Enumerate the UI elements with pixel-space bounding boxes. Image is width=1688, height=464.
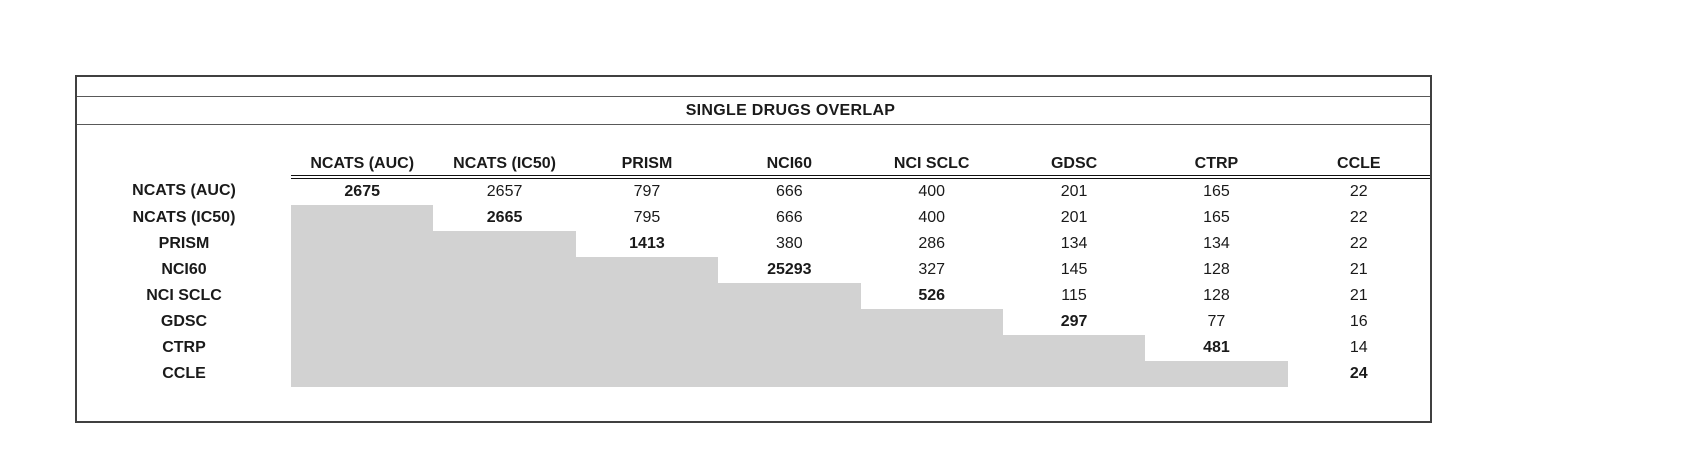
value-cell: 165 bbox=[1203, 183, 1230, 200]
shaded-cell bbox=[575, 309, 719, 335]
value-cell: 400 bbox=[918, 183, 946, 200]
value-cell: 21 bbox=[1349, 287, 1368, 304]
shaded-cell bbox=[718, 283, 861, 309]
row-label-8: CCLE bbox=[162, 365, 206, 382]
value-cell: 24 bbox=[1349, 365, 1368, 382]
shaded-cell bbox=[860, 335, 1003, 361]
overlap-matrix-table: NCATS (AUC) NCATS (IC50) PRISM NCI60 NCI SCL… bbox=[77, 125, 1430, 387]
shaded-cell bbox=[575, 361, 719, 387]
value-cell: 2665 bbox=[486, 209, 523, 226]
value-cell: 134 bbox=[1060, 235, 1088, 252]
matrix-row-4: NCI60 25293 327 145 128 21 bbox=[77, 257, 1430, 283]
value-cell: 16 bbox=[1349, 313, 1368, 330]
shaded-cell bbox=[1002, 335, 1146, 361]
shaded-cell bbox=[433, 309, 576, 335]
value-cell: 201 bbox=[1060, 183, 1088, 200]
value-cell: 21 bbox=[1349, 261, 1368, 278]
shaded-cell bbox=[575, 257, 719, 283]
shaded-cell bbox=[718, 335, 861, 361]
title-band: SINGLE DRUGS OVERLAP bbox=[77, 97, 1430, 125]
shaded-cell bbox=[1145, 361, 1288, 387]
value-cell: 380 bbox=[775, 235, 803, 252]
shaded-cell bbox=[291, 309, 434, 335]
value-cell: 481 bbox=[1203, 339, 1230, 356]
value-cell: 134 bbox=[1203, 235, 1230, 252]
column-header-3: PRISM bbox=[575, 125, 719, 179]
row-label-2: NCATS (IC50) bbox=[132, 209, 236, 226]
value-cell: 22 bbox=[1349, 235, 1368, 252]
value-cell: 286 bbox=[918, 235, 946, 252]
matrix-row-8: CCLE 24 bbox=[77, 361, 1430, 387]
column-header-4: NCI60 bbox=[718, 125, 861, 179]
shaded-cell bbox=[291, 283, 434, 309]
shaded-cell bbox=[291, 205, 434, 231]
single-drugs-overlap-table: SINGLE DRUGS OVERLAP NCATS (AUC) NCATS (I… bbox=[75, 75, 1432, 423]
value-cell: 297 bbox=[1060, 313, 1088, 330]
shaded-cell bbox=[433, 283, 576, 309]
table-title: SINGLE DRUGS OVERLAP bbox=[685, 101, 896, 119]
column-header-5: NCI SCLC bbox=[860, 125, 1003, 179]
value-cell: 145 bbox=[1060, 261, 1088, 278]
shaded-cell bbox=[1002, 361, 1146, 387]
matrix-row-2: NCATS (IC50) 2665 795 666 400 201 165 22 bbox=[77, 205, 1430, 231]
matrix-row-6: GDSC 297 77 16 bbox=[77, 309, 1430, 335]
shaded-cell bbox=[291, 257, 434, 283]
value-cell: 165 bbox=[1203, 209, 1230, 226]
matrix-row-1: NCATS (AUC) 2675 2657 797 666 400 201 165 22 bbox=[77, 177, 1430, 205]
value-cell: 526 bbox=[918, 287, 946, 304]
row-label-7: CTRP bbox=[162, 339, 206, 356]
value-cell: 128 bbox=[1203, 287, 1230, 304]
value-cell: 201 bbox=[1060, 209, 1088, 226]
value-cell: 25293 bbox=[767, 261, 812, 278]
shaded-cell bbox=[860, 309, 1003, 335]
value-cell: 666 bbox=[775, 183, 803, 200]
column-header-7: CTRP bbox=[1145, 125, 1288, 179]
shaded-cell bbox=[291, 361, 434, 387]
value-cell: 1413 bbox=[629, 235, 665, 252]
value-cell: 115 bbox=[1061, 287, 1087, 304]
value-cell: 2657 bbox=[486, 183, 523, 200]
value-cell: 77 bbox=[1207, 313, 1226, 330]
matrix-row-3: PRISM 1413 380 286 134 134 22 bbox=[77, 231, 1430, 257]
row-label-5: NCI SCLC bbox=[146, 287, 222, 304]
shaded-cell bbox=[291, 231, 434, 257]
matrix-header-row: NCATS (AUC) NCATS (IC50) PRISM NCI60 NCI SCL… bbox=[77, 125, 1430, 179]
column-header-6: GDSC bbox=[1002, 125, 1146, 179]
shaded-cell bbox=[575, 335, 719, 361]
column-header-2: NCATS (IC50) bbox=[433, 125, 576, 179]
value-cell: 797 bbox=[633, 183, 661, 200]
row-label-6: GDSC bbox=[160, 313, 208, 330]
value-cell: 327 bbox=[918, 261, 946, 278]
column-header-8: CCLE bbox=[1287, 125, 1430, 179]
shaded-cell bbox=[291, 335, 434, 361]
shaded-cell bbox=[433, 257, 576, 283]
shaded-cell bbox=[433, 335, 576, 361]
shaded-cell bbox=[718, 361, 861, 387]
value-cell: 14 bbox=[1349, 339, 1368, 356]
top-empty-band bbox=[77, 77, 1430, 97]
value-cell: 22 bbox=[1349, 209, 1368, 226]
row-label-4: NCI60 bbox=[161, 261, 207, 278]
shaded-cell bbox=[860, 361, 1003, 387]
shaded-cell bbox=[575, 283, 719, 309]
matrix-body: NCATS (AUC) 2675 2657 797 666 400 201 165 22 NCAT… bbox=[77, 177, 1430, 387]
row-label-3: PRISM bbox=[158, 235, 210, 252]
matrix-row-7: CTRP 481 14 bbox=[77, 335, 1430, 361]
value-cell: 400 bbox=[918, 209, 946, 226]
column-header-1: NCATS (AUC) bbox=[291, 125, 434, 179]
row-label-1: NCATS (AUC) bbox=[132, 182, 236, 199]
matrix-row-5: NCI SCLC 526 115 128 21 bbox=[77, 283, 1430, 309]
value-cell: 795 bbox=[633, 209, 661, 226]
shaded-cell bbox=[433, 361, 576, 387]
shaded-cell bbox=[718, 309, 861, 335]
value-cell: 666 bbox=[775, 209, 803, 226]
value-cell: 22 bbox=[1349, 183, 1368, 200]
shaded-cell bbox=[433, 231, 576, 257]
corner-cell bbox=[77, 125, 291, 177]
value-cell: 2675 bbox=[344, 183, 380, 200]
value-cell: 128 bbox=[1203, 261, 1230, 278]
